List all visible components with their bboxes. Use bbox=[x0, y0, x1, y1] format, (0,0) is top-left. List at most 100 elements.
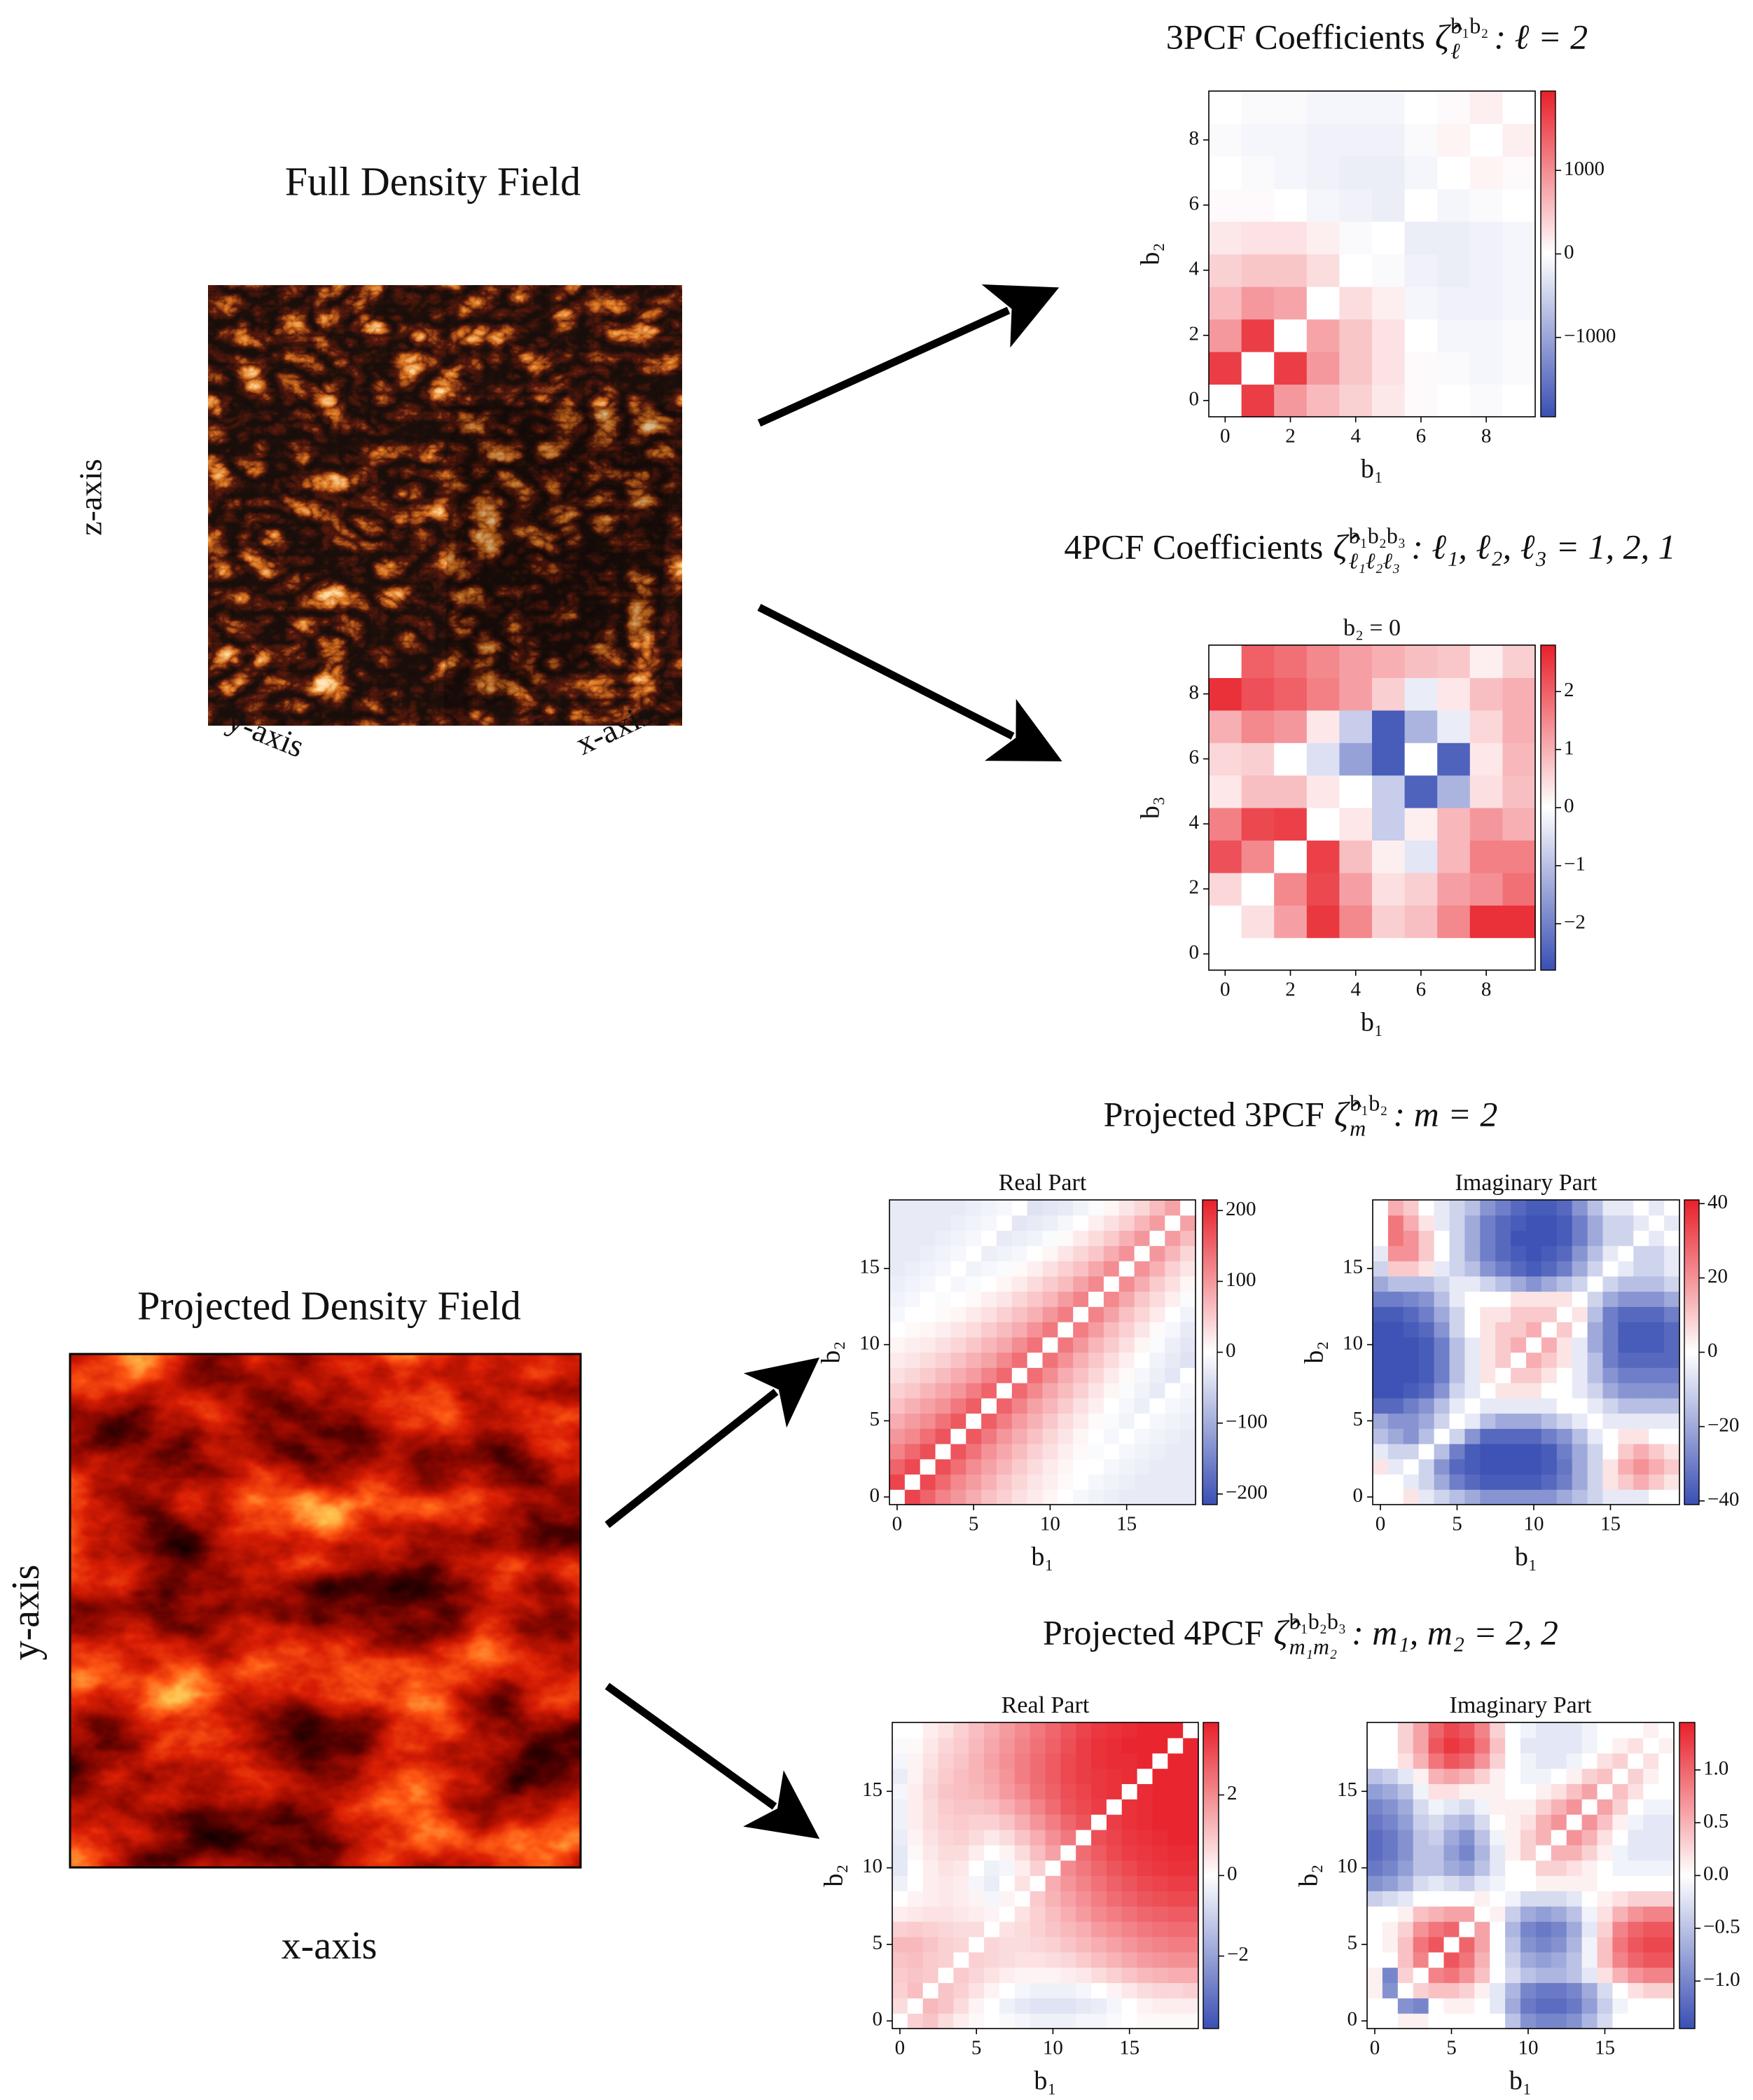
heatmap-cell bbox=[1566, 1814, 1583, 1830]
heatmap-cell bbox=[1490, 1829, 1506, 1846]
heatmap-cell bbox=[1027, 1367, 1044, 1383]
heatmap-cell bbox=[1042, 1336, 1058, 1353]
heatmap-cell bbox=[950, 1245, 966, 1262]
heatmap-cell bbox=[1643, 1952, 1659, 1968]
heatmap-cell bbox=[1480, 1276, 1496, 1292]
heatmap-cell bbox=[981, 1306, 997, 1322]
heatmap-cell bbox=[1180, 1291, 1196, 1307]
heatmap-cell bbox=[1149, 1291, 1165, 1307]
heatmap-cell bbox=[935, 1306, 951, 1322]
heatmap-cell bbox=[1137, 1753, 1153, 1769]
heatmap-cell bbox=[1658, 1952, 1675, 1968]
heatmap-cell bbox=[1443, 1982, 1460, 1998]
heatmap-cell bbox=[1464, 1489, 1481, 1505]
heatmap-cell bbox=[1137, 1952, 1153, 1968]
heatmap-cell bbox=[984, 1906, 1000, 1922]
heatmap-cell bbox=[966, 1322, 982, 1338]
heatmap-cell bbox=[1183, 1906, 1199, 1922]
heatmap-cell bbox=[999, 1982, 1016, 1998]
heatmap-cell bbox=[1602, 1458, 1619, 1475]
heatmap-cell bbox=[1618, 1291, 1634, 1307]
heatmap-cell bbox=[1103, 1444, 1120, 1460]
heatmap-cell bbox=[996, 1397, 1013, 1414]
heatmap-cell bbox=[1209, 710, 1242, 743]
colorbar-tick-label: 20 bbox=[1707, 1265, 1728, 1287]
heatmap-cell bbox=[1241, 319, 1275, 352]
heatmap-cell bbox=[1612, 1891, 1628, 1907]
heatmap-cell bbox=[1209, 645, 1242, 678]
heatmap-cell bbox=[904, 1383, 921, 1399]
heatmap-cell bbox=[1134, 1245, 1151, 1262]
heatmap-cell bbox=[892, 1829, 908, 1846]
heatmap-cell bbox=[966, 1245, 982, 1262]
heatmap-cell bbox=[904, 1474, 921, 1490]
heatmap-cell bbox=[1520, 1967, 1537, 1984]
heatmap-cell bbox=[1274, 352, 1308, 385]
heatmap-cell bbox=[1073, 1291, 1089, 1307]
heatmap-cell bbox=[1581, 1921, 1598, 1937]
heatmap-cell bbox=[1511, 1291, 1527, 1307]
heatmap-cell bbox=[1118, 1276, 1135, 1292]
heatmap-cell bbox=[1373, 1397, 1389, 1414]
heatmap-cell bbox=[1535, 1921, 1552, 1937]
heatmap-cell bbox=[1449, 1352, 1465, 1368]
heatmap-cell bbox=[1566, 1783, 1583, 1799]
heatmap-cell bbox=[1658, 1891, 1675, 1907]
heatmap-cell bbox=[1137, 1891, 1153, 1907]
heatmap-cell bbox=[1572, 1276, 1588, 1292]
heatmap-cell bbox=[1597, 1921, 1613, 1937]
heatmap-cell bbox=[1502, 872, 1536, 906]
heatmap-cell bbox=[1469, 384, 1503, 417]
heatmap-cell bbox=[1541, 1276, 1558, 1292]
heatmap-cell bbox=[1149, 1444, 1165, 1460]
heatmap-cell bbox=[1413, 1768, 1429, 1784]
heatmap-cell bbox=[1387, 1336, 1404, 1353]
heatmap-cell bbox=[1418, 1245, 1435, 1262]
heatmap-cell bbox=[1045, 1799, 1061, 1815]
heatmap-cell bbox=[1404, 742, 1438, 776]
heatmap-cell bbox=[981, 1245, 997, 1262]
heatmap-cell bbox=[1551, 1737, 1567, 1754]
heatmap-cell bbox=[1367, 1829, 1383, 1846]
heatmap-cell bbox=[1587, 1230, 1604, 1246]
heatmap-cell bbox=[1042, 1215, 1058, 1231]
heatmap-cell bbox=[1449, 1444, 1465, 1460]
heatmap-cell bbox=[1643, 1737, 1659, 1754]
heatmap-cell bbox=[1183, 1829, 1199, 1846]
heatmap-cell bbox=[1413, 1982, 1429, 1998]
heatmap-cell bbox=[1073, 1276, 1089, 1292]
heatmap-cell bbox=[1042, 1276, 1058, 1292]
heatmap-cell bbox=[1551, 1829, 1567, 1846]
heatmap-cell bbox=[1566, 2013, 1583, 2029]
heatmap-cell bbox=[1134, 1276, 1151, 1292]
heatmap-cell bbox=[1373, 1336, 1389, 1353]
heatmap-cell bbox=[1103, 1367, 1120, 1383]
heatmap-cell bbox=[1167, 1722, 1184, 1739]
heatmap-cell bbox=[1449, 1413, 1465, 1429]
heatmap-cell bbox=[892, 1844, 908, 1861]
heatmap-cell bbox=[1464, 1276, 1481, 1292]
heatmap-cell bbox=[1597, 1875, 1613, 1891]
heatmap-cell bbox=[1628, 1998, 1644, 2014]
heatmap-cell bbox=[1587, 1397, 1604, 1414]
heatmap-cell bbox=[1612, 1875, 1628, 1891]
heatmap-cell bbox=[1306, 286, 1340, 320]
heatmap-cell bbox=[1413, 1844, 1429, 1861]
heatmap-cell bbox=[1088, 1489, 1104, 1505]
heatmap-cell bbox=[1526, 1200, 1542, 1216]
heatmap-cell bbox=[1076, 2013, 1092, 2029]
heatmap-cell bbox=[1339, 221, 1373, 255]
heatmap-cell bbox=[1137, 1737, 1153, 1754]
heatmap-cell bbox=[1587, 1383, 1604, 1399]
heatmap-cell bbox=[1106, 1799, 1123, 1815]
heatmap-cell bbox=[1367, 1998, 1383, 2014]
heatmap-cell bbox=[1397, 1921, 1414, 1937]
heatmap-cell bbox=[1459, 1799, 1475, 1815]
heatmap-cell bbox=[1152, 1906, 1168, 1922]
heatmap-cell bbox=[1372, 937, 1406, 971]
heatmap-cell bbox=[1180, 1245, 1196, 1262]
heatmap-cell bbox=[1443, 1891, 1460, 1907]
heatmap-cell bbox=[953, 1921, 969, 1937]
heatmap-cell bbox=[892, 1799, 908, 1815]
heatmap-cell bbox=[1152, 1768, 1168, 1784]
